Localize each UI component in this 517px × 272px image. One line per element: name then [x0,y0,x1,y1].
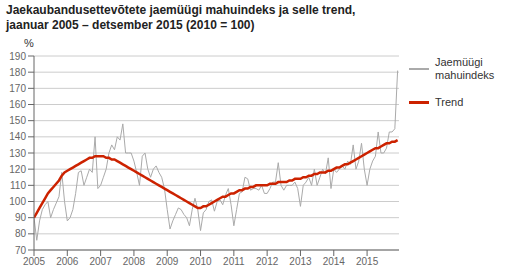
svg-text:180: 180 [9,67,26,78]
html-text:Jaekaubandusettevõtete jaemüüg: Jaekaubandusettevõtete jaemüügi mahuinde… [6,3,356,17]
svg-text:100: 100 [9,196,26,207]
svg-text:130: 130 [9,148,26,159]
svg-text:2015: 2015 [356,256,379,267]
html-text:Jaemüügi mahuindeks: Jaemüügi mahuindeks [435,56,495,81]
svg-text:2010: 2010 [189,256,212,267]
svg-text:2005: 2005 [23,256,46,267]
svg-text:70: 70 [15,245,27,256]
svg-text:190: 190 [9,51,26,62]
html-text:Trend: Trend [435,96,464,108]
svg-text:80: 80 [15,228,27,239]
svg-text:2008: 2008 [123,256,146,267]
svg-text:2006: 2006 [56,256,79,267]
svg-text:2014: 2014 [323,256,346,267]
svg-text:2012: 2012 [256,256,279,267]
svg-text:2009: 2009 [156,256,179,267]
svg-text:120: 120 [9,164,26,175]
svg-text:2013: 2013 [289,256,312,267]
svg-text:90: 90 [15,212,27,223]
svg-text:110: 110 [10,180,26,191]
svg-text:160: 160 [9,99,26,110]
svg-text:2007: 2007 [89,256,112,267]
html-text:jaanuar 2005 – detsember 2015: jaanuar 2005 – detsember 2015 (2010 = 10… [6,18,255,32]
svg-text:150: 150 [9,115,26,126]
svg-text:170: 170 [9,83,26,94]
svg-text:2011: 2011 [223,256,245,267]
svg-text:140: 140 [9,131,26,142]
